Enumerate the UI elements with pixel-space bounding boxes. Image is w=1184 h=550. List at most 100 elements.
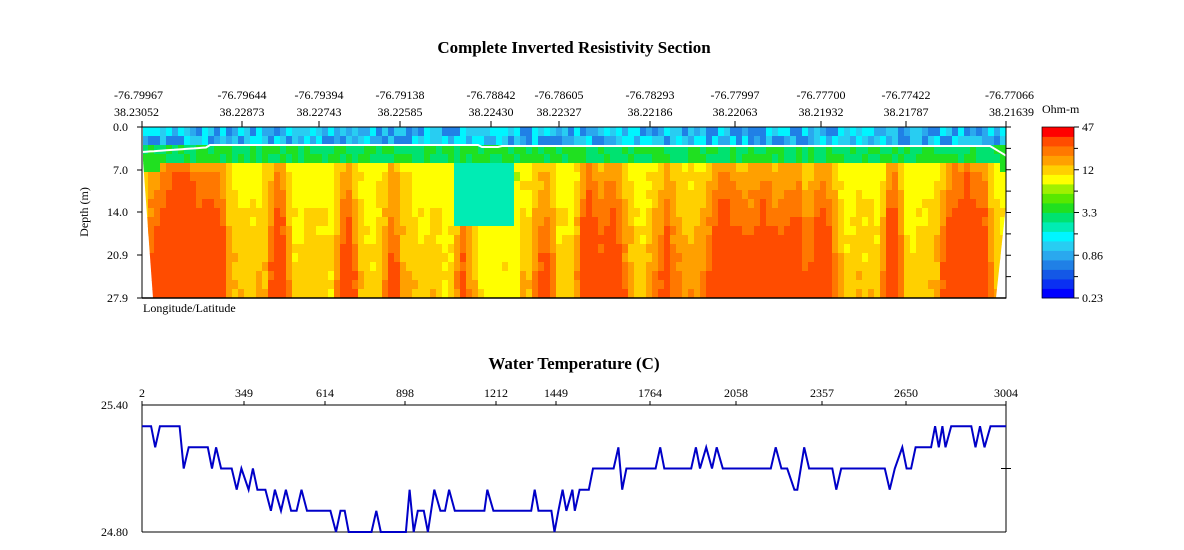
resistivity-cell [280,172,287,182]
resistivity-cell [286,163,293,173]
resistivity-cell [562,154,569,164]
resistivity-cell [412,280,419,290]
resistivity-cell [586,163,593,173]
resistivity-cell [202,289,209,298]
resistivity-cell [958,145,965,155]
resistivity-cell [340,208,347,218]
resistivity-cell [382,253,389,263]
resistivity-cell [280,289,287,298]
resistivity-cell [502,253,509,263]
resistivity-cell [688,244,695,254]
resistivity-cell [178,181,185,191]
resistivity-cell [832,271,839,281]
resistivity-cell [790,154,797,164]
resistivity-cell [754,172,761,182]
resistivity-cell [178,199,185,209]
resistivity-cell [628,208,635,218]
resistivity-cell [166,226,173,236]
resistivity-cell [880,280,887,290]
resistivity-cell [760,199,767,209]
resistivity-cell [352,190,359,200]
resistivity-cell [814,136,821,146]
resistivity-cell [664,289,671,298]
resistivity-cell [772,217,779,227]
resistivity-cell [838,271,845,281]
resistivity-cell [406,127,413,137]
resistivity-cell [766,172,773,182]
resistivity-cell [916,226,923,236]
resistivity-cell [820,154,827,164]
resistivity-cell [238,127,245,137]
resistivity-cell [910,172,917,182]
resistivity-cell [580,271,587,281]
resistivity-cell [820,172,827,182]
resistivity-cell [208,226,215,236]
resistivity-cell [418,154,425,164]
resistivity-cell [760,172,767,182]
resistivity-cell [826,199,833,209]
resistivity-cell [742,199,749,209]
resistivity-cell [832,127,839,137]
resistivity-cell [598,262,605,272]
resistivity-cell [286,172,293,182]
resistivity-cell [412,244,419,254]
resistivity-cell [160,262,167,272]
resistivity-cell [964,172,971,182]
resistivity-cell [646,235,653,245]
resistivity-cell [880,289,887,298]
resistivity-cell [406,235,413,245]
resistivity-cell [406,145,413,155]
resistivity-cell [664,244,671,254]
resistivity-cell [814,208,821,218]
resistivity-cell [472,262,479,272]
resistivity-cell [292,208,299,218]
resistivity-cell [934,154,941,164]
resistivity-cell [808,172,815,182]
resistivity-cell [1000,208,1006,218]
resistivity-cell [160,217,167,227]
resistivity-cell [454,181,461,191]
resistivity-cell [712,136,719,146]
resistivity-cell [478,244,485,254]
resistivity-cell [148,181,155,191]
resistivity-cell [430,136,437,146]
resistivity-cell [664,127,671,137]
resistivity-cell [658,271,665,281]
resistivity-cell [742,136,749,146]
resistivity-cell [988,199,995,209]
resistivity-cell [382,154,389,164]
resistivity-cell [502,262,509,272]
resistivity-cell [868,190,875,200]
resistivity-cell [778,136,785,146]
resistivity-cell [682,262,689,272]
resistivity-cell [436,253,443,263]
resistivity-cell [430,163,437,173]
resistivity-cell [412,163,419,173]
resistivity-cell [184,163,191,173]
resistivity-cell [196,154,203,164]
resistivity-cell [472,127,479,137]
resistivity-cell [802,163,809,173]
resistivity-cell [700,199,707,209]
resistivity-cell [892,262,899,272]
resistivity-cell [520,226,527,236]
resistivity-cell [856,163,863,173]
resistivity-cell [550,208,557,218]
resistivity-cell [532,253,539,263]
resistivity-cell [718,208,725,218]
resistivity-cell [460,253,467,263]
resistivity-cell [490,199,497,209]
resistivity-cell [760,208,767,218]
resistivity-cell [826,163,833,173]
resistivity-cell [838,280,845,290]
resistivity-cell [988,280,995,290]
resistivity-cell [358,235,365,245]
resistivity-cell [166,163,173,173]
resistivity-cell [958,199,965,209]
resistivity-cell [364,226,371,236]
resistivity-cell [328,172,335,182]
resistivity-cell [412,271,419,281]
resistivity-cell [268,235,275,245]
resistivity-cell [220,226,227,236]
resistivity-cell [538,190,545,200]
